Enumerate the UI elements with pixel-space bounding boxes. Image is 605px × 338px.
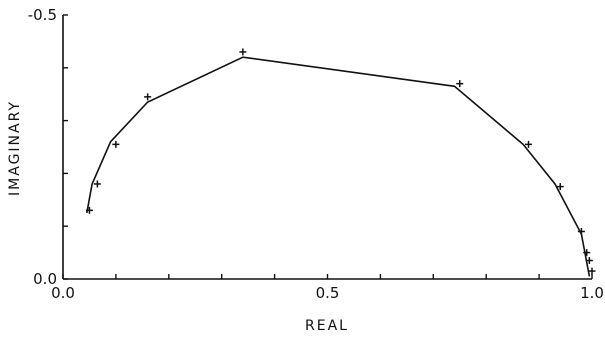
axes (62, 15, 592, 280)
data-point-5 (456, 80, 464, 88)
data-point-0 (85, 206, 93, 214)
data-point-1 (93, 180, 101, 188)
data-point-4 (239, 48, 247, 56)
y-tick-label-0: 0.0 (33, 270, 57, 288)
x-tick-label-1: 0.5 (316, 284, 340, 302)
data-point-9 (583, 249, 591, 257)
y-tick-label-1: -0.5 (28, 6, 57, 24)
data-point-8 (577, 227, 585, 235)
x-tick-label-2: 1.0 (580, 284, 604, 302)
y-axis-title: IMAGINARY (7, 100, 23, 196)
data-point-2 (112, 140, 120, 148)
fitted-curve-line (86, 56, 591, 277)
x-tick-label-0: 0.0 (51, 284, 75, 302)
tick-labels: 0.0 0.5 1.0 0.0 -0.5 (28, 6, 604, 302)
data-point-6 (525, 140, 533, 148)
data-point-7 (556, 183, 564, 191)
data-markers (85, 48, 596, 275)
x-axis-title: REAL (305, 318, 349, 334)
data-point-11 (588, 267, 596, 275)
ticks (62, 14, 593, 280)
data-point-10 (585, 257, 593, 265)
data-point-3 (144, 93, 152, 101)
